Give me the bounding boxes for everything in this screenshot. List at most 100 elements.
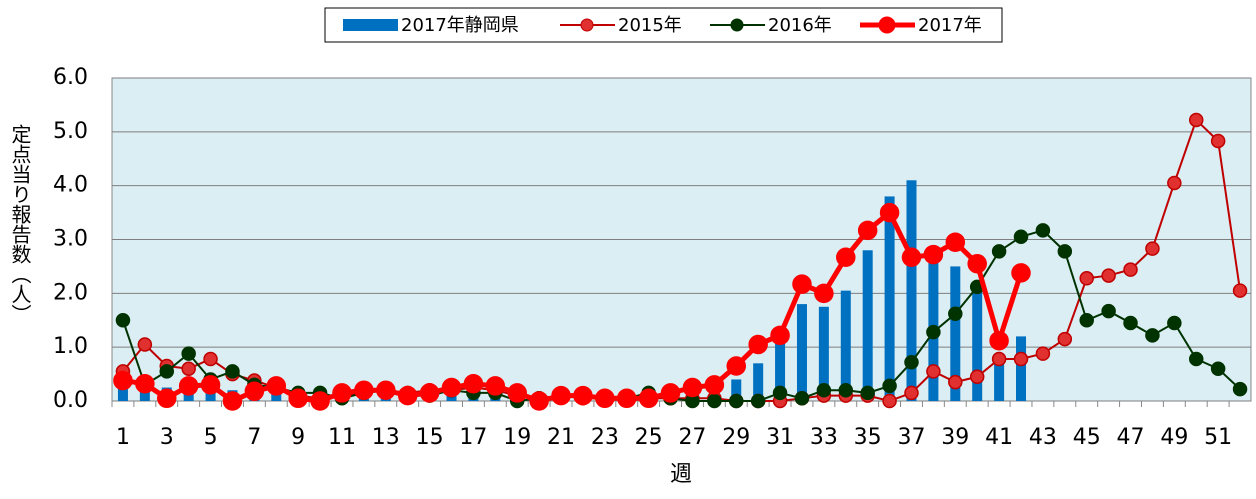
bar bbox=[906, 180, 917, 401]
x-tick-label: 39 bbox=[941, 425, 969, 450]
y-tick-label: 2.0 bbox=[53, 280, 88, 305]
legend: 2017年静岡県 2015年 2016年 2017年 bbox=[343, 15, 982, 36]
marker bbox=[1057, 331, 1073, 347]
series-line bbox=[122, 229, 1241, 403]
marker bbox=[113, 370, 133, 391]
marker bbox=[1013, 229, 1029, 245]
marker bbox=[926, 324, 941, 340]
legend-label: 2017年 bbox=[918, 15, 982, 36]
marker bbox=[904, 354, 919, 370]
x-tick-label: 47 bbox=[1117, 425, 1145, 450]
marker bbox=[838, 382, 854, 398]
x-tick-label: 3 bbox=[160, 425, 174, 450]
marker bbox=[748, 334, 768, 355]
marker bbox=[1101, 303, 1116, 319]
x-tick-label: 33 bbox=[810, 425, 838, 450]
x-tick-label: 49 bbox=[1160, 425, 1188, 450]
marker bbox=[1232, 283, 1248, 298]
marker bbox=[882, 393, 897, 409]
marker bbox=[948, 306, 963, 322]
marker bbox=[772, 385, 788, 401]
y-tick-label: 1.0 bbox=[53, 334, 88, 359]
marker bbox=[1232, 381, 1248, 397]
marker bbox=[660, 383, 681, 403]
marker bbox=[792, 274, 812, 294]
legend-marker bbox=[580, 18, 594, 32]
marker bbox=[1210, 361, 1226, 376]
marker bbox=[397, 385, 418, 406]
marker bbox=[1123, 262, 1138, 277]
marker bbox=[857, 220, 878, 241]
legend-marker bbox=[730, 18, 744, 32]
x-tick-label: 29 bbox=[722, 425, 750, 450]
marker bbox=[332, 383, 352, 403]
marker bbox=[354, 380, 374, 400]
bar bbox=[796, 304, 807, 401]
bar bbox=[840, 290, 851, 401]
marker bbox=[794, 391, 810, 406]
bar bbox=[884, 196, 895, 401]
bar bbox=[972, 285, 983, 401]
x-tick-label: 43 bbox=[1029, 425, 1057, 450]
marker bbox=[1167, 315, 1182, 331]
marker bbox=[419, 383, 440, 403]
marker bbox=[770, 325, 790, 346]
x-tick-label: 23 bbox=[591, 425, 619, 450]
marker bbox=[573, 385, 593, 406]
x-tick-label: 7 bbox=[247, 425, 261, 450]
marker bbox=[967, 253, 987, 274]
marker bbox=[901, 247, 922, 268]
series-line bbox=[122, 118, 1242, 403]
x-axis-label: 週 bbox=[670, 462, 692, 487]
marker bbox=[441, 377, 462, 398]
marker bbox=[638, 388, 659, 409]
marker bbox=[989, 330, 1009, 351]
bar bbox=[117, 384, 128, 401]
x-tick-label: 37 bbox=[897, 425, 925, 450]
marker bbox=[222, 391, 243, 411]
marker bbox=[225, 364, 240, 379]
marker bbox=[882, 378, 897, 394]
bar bbox=[753, 363, 764, 401]
bar bbox=[1016, 336, 1027, 401]
marker bbox=[904, 385, 919, 401]
marker bbox=[682, 377, 703, 398]
x-tick-label: 17 bbox=[459, 425, 487, 450]
marker bbox=[244, 381, 265, 402]
y-tick-label: 6.0 bbox=[53, 65, 88, 90]
x-tick-label: 45 bbox=[1073, 425, 1101, 450]
x-tick-label: 11 bbox=[328, 425, 356, 450]
marker bbox=[507, 383, 527, 403]
marker bbox=[1011, 263, 1031, 283]
marker bbox=[1145, 328, 1160, 343]
marker bbox=[485, 376, 506, 396]
marker bbox=[926, 364, 941, 379]
legend-swatch bbox=[343, 19, 398, 31]
y-tick-label: 3.0 bbox=[53, 227, 88, 252]
marker bbox=[969, 369, 985, 385]
marker bbox=[178, 376, 199, 396]
marker bbox=[1101, 268, 1116, 283]
marker bbox=[707, 393, 722, 409]
marker bbox=[814, 283, 834, 304]
marker bbox=[203, 351, 218, 367]
marker bbox=[860, 385, 875, 401]
marker bbox=[948, 374, 963, 390]
marker bbox=[159, 364, 175, 379]
marker bbox=[1210, 133, 1226, 149]
marker bbox=[1145, 241, 1160, 256]
marker bbox=[750, 393, 766, 409]
marker bbox=[704, 375, 725, 395]
marker bbox=[1167, 175, 1182, 191]
marker bbox=[288, 388, 308, 409]
marker bbox=[266, 376, 287, 396]
y-tick-label: 4.0 bbox=[53, 173, 88, 198]
legend-label: 2016年 bbox=[768, 15, 832, 36]
bar bbox=[862, 250, 873, 401]
marker bbox=[1188, 112, 1204, 128]
bar bbox=[950, 266, 961, 401]
bar bbox=[775, 341, 786, 401]
marker bbox=[879, 202, 900, 223]
marker bbox=[595, 388, 615, 409]
